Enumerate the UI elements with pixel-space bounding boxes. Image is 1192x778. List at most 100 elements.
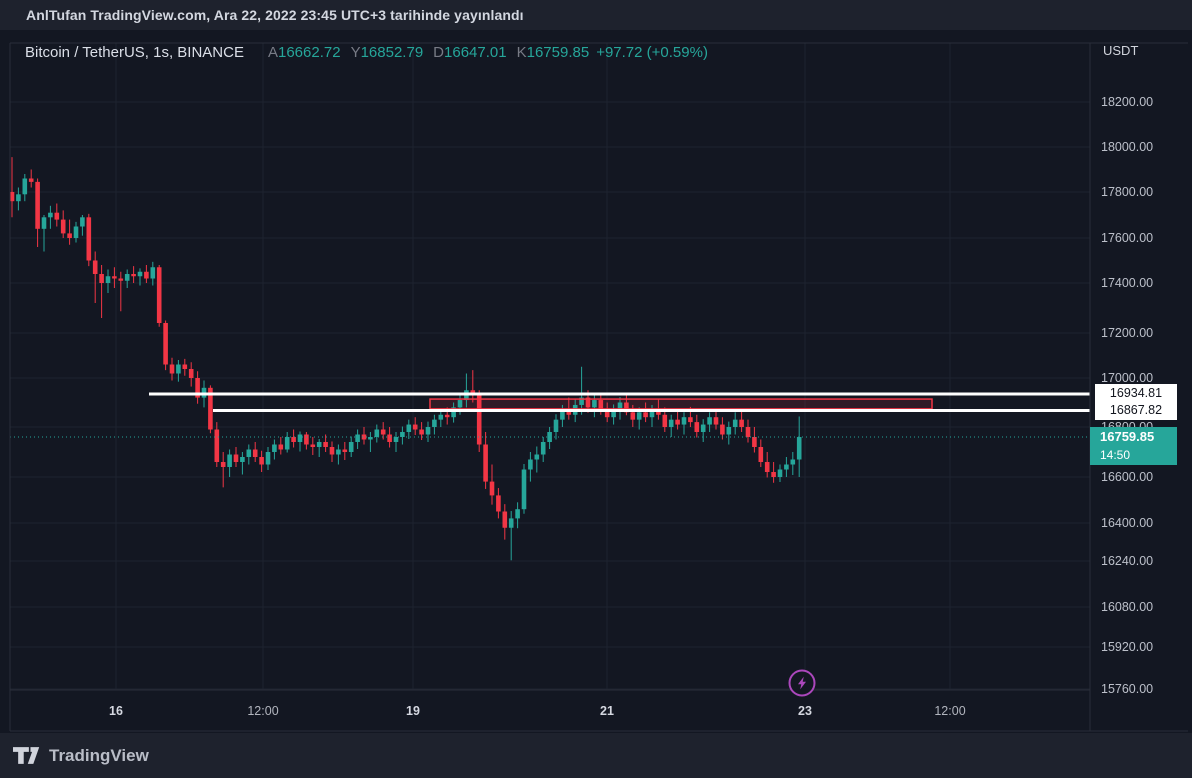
candle-down bbox=[310, 444, 316, 447]
candle-up bbox=[73, 226, 79, 238]
candle-down bbox=[323, 442, 328, 447]
candle-down bbox=[752, 437, 757, 447]
lightning-icon[interactable] bbox=[788, 669, 816, 697]
candle-down bbox=[387, 434, 392, 442]
quote-currency-label: USDT bbox=[1103, 43, 1139, 58]
candle-down bbox=[630, 412, 636, 420]
candle-up bbox=[534, 454, 540, 460]
candle-down bbox=[9, 192, 15, 202]
candle-down bbox=[342, 449, 348, 452]
candle-down bbox=[566, 409, 572, 415]
low-value: 16647.01 bbox=[444, 44, 507, 61]
candle-down bbox=[720, 424, 725, 435]
candle-up bbox=[374, 429, 380, 437]
open-value: 16662.72 bbox=[278, 44, 341, 61]
candle-down bbox=[764, 462, 770, 472]
candle-up bbox=[681, 417, 687, 425]
candle-down bbox=[252, 449, 258, 457]
candle-down bbox=[476, 395, 482, 445]
resistance-zone-box[interactable] bbox=[430, 399, 932, 409]
candle-down bbox=[188, 369, 194, 378]
tradingview-logo-text[interactable]: TradingView bbox=[49, 745, 149, 765]
candle-down bbox=[598, 400, 604, 410]
resistance-zone-border[interactable] bbox=[429, 398, 933, 410]
candle-up bbox=[540, 442, 546, 455]
candlestick-chart[interactable] bbox=[0, 30, 1192, 733]
bottom-bar: TradingView bbox=[0, 733, 1192, 778]
candle-down bbox=[99, 274, 104, 283]
candle-down bbox=[662, 414, 668, 427]
candle-down bbox=[278, 444, 284, 450]
candle-up bbox=[732, 419, 738, 427]
candle-up bbox=[265, 452, 271, 465]
candle-down bbox=[745, 427, 751, 437]
candle-up bbox=[726, 427, 732, 435]
candle-down bbox=[54, 212, 60, 220]
candle-down bbox=[496, 495, 501, 512]
candle-down bbox=[304, 434, 309, 445]
candle-down bbox=[233, 454, 239, 462]
candle-down bbox=[163, 323, 168, 365]
candle-up bbox=[796, 437, 802, 460]
candle-up bbox=[150, 267, 156, 279]
candle-up bbox=[48, 212, 53, 218]
candle-down bbox=[67, 233, 72, 238]
candle-up bbox=[432, 419, 437, 427]
candle-down bbox=[220, 462, 226, 467]
candle-up bbox=[336, 449, 341, 455]
open-label: A bbox=[267, 44, 278, 61]
candle-down bbox=[624, 402, 629, 413]
candle-up bbox=[41, 217, 47, 229]
candle-up bbox=[451, 407, 456, 418]
candle-down bbox=[412, 424, 418, 430]
low-label: D bbox=[433, 44, 445, 61]
candle-down bbox=[291, 437, 296, 442]
candle-up bbox=[784, 464, 789, 470]
candle-up bbox=[457, 400, 463, 408]
candle-down bbox=[329, 447, 335, 455]
candle-down bbox=[675, 419, 680, 425]
candle-up bbox=[528, 459, 533, 470]
candle-up bbox=[316, 442, 322, 447]
candle-up bbox=[636, 412, 642, 420]
candle-down bbox=[604, 409, 610, 418]
candle-up bbox=[22, 178, 28, 195]
candle-down bbox=[28, 178, 34, 182]
candle-down bbox=[502, 511, 508, 528]
candle-up bbox=[553, 419, 559, 432]
candle-up bbox=[124, 274, 130, 281]
candle-down bbox=[694, 422, 700, 432]
published-bar: AnlTufan TradingView.com, Ara 22, 2022 2… bbox=[0, 0, 1192, 30]
candle-down bbox=[144, 271, 149, 279]
candle-up bbox=[80, 217, 85, 227]
candle-up bbox=[790, 459, 796, 465]
candle-down bbox=[182, 364, 188, 369]
close-value: 16759.85 bbox=[526, 44, 590, 61]
candle-down bbox=[380, 429, 386, 435]
candle-down bbox=[361, 434, 367, 440]
tradingview-logo-icon[interactable] bbox=[13, 747, 40, 764]
candle-up bbox=[137, 271, 143, 277]
candle-up bbox=[617, 402, 623, 410]
candle-up bbox=[707, 417, 712, 425]
candle-down bbox=[771, 472, 776, 477]
candle-up bbox=[508, 518, 514, 528]
candle-down bbox=[86, 217, 92, 261]
candle-down bbox=[643, 412, 648, 418]
grid bbox=[10, 43, 1090, 690]
candle-up bbox=[105, 276, 111, 283]
candle-up bbox=[176, 364, 181, 374]
candle-up bbox=[649, 409, 655, 418]
candle-up bbox=[777, 469, 783, 477]
candle-down bbox=[112, 276, 117, 279]
candle-down bbox=[688, 417, 693, 423]
candle-down bbox=[118, 278, 124, 281]
candle-down bbox=[483, 444, 488, 482]
change-value: +97.72 (+0.59%) bbox=[596, 44, 708, 61]
candle-down bbox=[758, 447, 764, 462]
candle-down bbox=[60, 219, 66, 234]
candle-up bbox=[592, 400, 597, 408]
candle-down bbox=[35, 181, 40, 229]
candle-up bbox=[227, 454, 232, 467]
